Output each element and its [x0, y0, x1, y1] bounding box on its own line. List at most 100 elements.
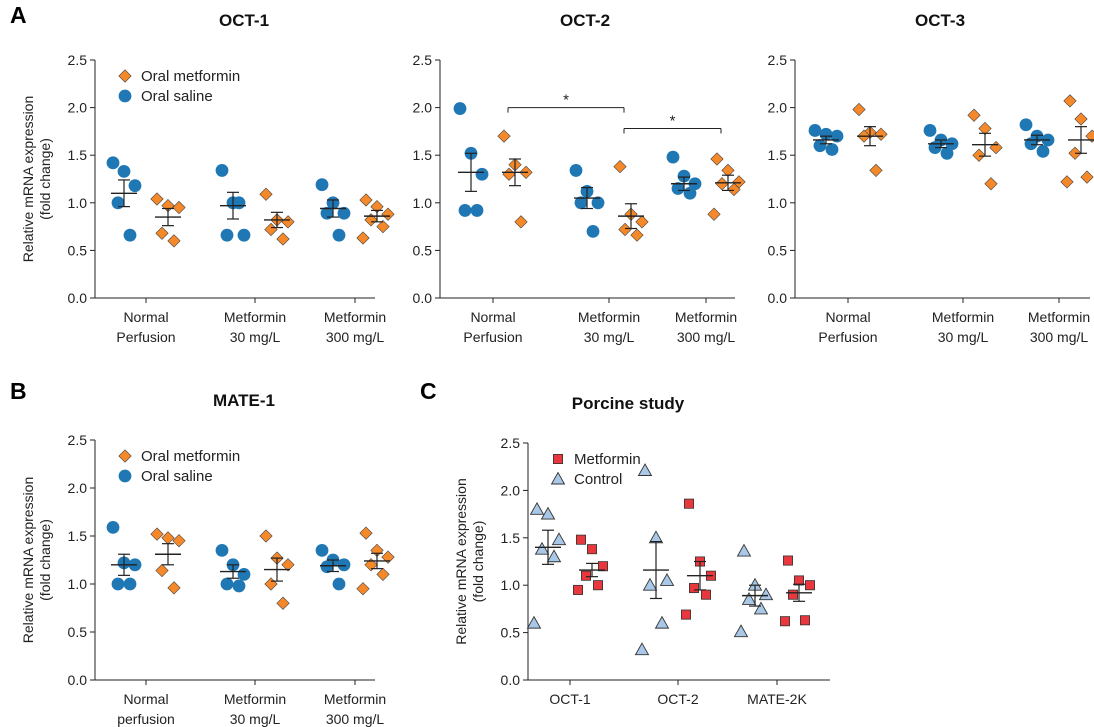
y-tick-label: 2.5	[768, 52, 788, 68]
y-tick-label: 1.0	[68, 195, 88, 211]
data-point-circle	[237, 568, 251, 581]
data-point-triangle	[659, 573, 675, 586]
y-tick-label: 1.5	[768, 147, 788, 163]
data-point-diamond	[497, 129, 511, 143]
data-point-circle	[574, 196, 588, 210]
data-point-circle	[666, 150, 680, 164]
data-point-circle	[315, 178, 329, 192]
y-tick-label: 0.5	[413, 242, 433, 258]
data-point-circle	[591, 196, 605, 210]
data-point-circle	[332, 577, 346, 591]
y-tick-label: 1.5	[501, 530, 521, 546]
data-point-square	[587, 544, 598, 555]
panel-letter-a: A	[10, 2, 27, 28]
data-point-circle	[1036, 144, 1050, 158]
x-tick-label: Metformin 300 mg/L	[324, 691, 386, 727]
data-point-circle	[458, 204, 472, 217]
data-point-circle	[337, 206, 351, 220]
data-point-circle	[475, 167, 489, 181]
data-point-diamond	[359, 193, 373, 207]
data-point-diamond	[710, 152, 724, 166]
data-point-circle	[123, 228, 137, 242]
data-point-circle	[106, 156, 120, 170]
data-point-circle	[123, 577, 137, 591]
data-point-triangle	[654, 615, 670, 629]
data-point-circle	[220, 228, 234, 242]
x-tick-label: OCT-2	[657, 691, 698, 707]
x-tick-label: Metformin 300 mg/L	[324, 309, 386, 345]
data-point-triangle	[529, 501, 545, 515]
data-point-square	[684, 498, 695, 509]
legend-label: Metformin	[574, 451, 641, 468]
data-point-circle	[923, 124, 937, 137]
data-point-circle	[683, 186, 697, 200]
data-point-diamond	[1060, 175, 1074, 189]
data-point-circle	[220, 577, 234, 591]
data-point-circle	[315, 544, 329, 557]
data-point-diamond	[381, 550, 395, 564]
data-point-diamond	[1085, 129, 1094, 143]
data-point-diamond	[161, 531, 175, 545]
data-point-diamond	[613, 159, 627, 174]
legend-marker	[118, 89, 132, 103]
data-point-diamond	[502, 167, 516, 181]
y-tick-label: 1.5	[68, 147, 88, 163]
legend-label: Control	[574, 471, 622, 488]
data-point-diamond	[635, 215, 649, 229]
data-point-diamond	[715, 177, 729, 191]
data-point-diamond	[989, 140, 1003, 155]
data-point-circle	[332, 228, 346, 242]
y-tick-label: 0.0	[413, 290, 433, 306]
data-point-square	[593, 580, 604, 591]
data-point-circle	[215, 164, 229, 177]
chart-mate-1: MATE-1 0.0 0.5 1.0 1.5 2.0 2.5 Relative mRNA ex…	[20, 391, 395, 727]
data-point-diamond	[259, 187, 273, 201]
significance-label: *	[670, 113, 676, 130]
y-tick-label: 2.0	[413, 100, 433, 116]
data-point-diamond	[276, 596, 290, 610]
y-tick-label: 1.0	[413, 195, 433, 211]
y-tick-label: 0.5	[768, 242, 788, 258]
data-point-diamond	[264, 222, 278, 237]
y-tick-label: 2.0	[68, 100, 88, 116]
y-tick-label: 2.0	[501, 482, 521, 498]
data-point-diamond	[281, 558, 295, 572]
legend-marker	[118, 69, 132, 83]
data-point-diamond	[155, 226, 169, 240]
x-tick-label: Normal Perfusion	[463, 309, 522, 345]
x-tick-label: MATE-2K	[747, 691, 807, 707]
data-point-diamond	[364, 213, 378, 227]
data-point-square	[800, 615, 811, 626]
data-point-circle	[215, 544, 229, 557]
data-point-diamond	[172, 200, 186, 215]
y-tick-label: 1.0	[768, 195, 788, 211]
legend-marker	[550, 471, 566, 485]
data-point-diamond	[359, 526, 373, 540]
data-point-triangle	[540, 506, 556, 520]
legend-label: Oral metformin	[141, 448, 240, 465]
data-point-square	[689, 583, 700, 594]
data-point-diamond	[376, 219, 390, 234]
data-point-square	[701, 589, 712, 600]
y-tick-label: 0.5	[501, 625, 521, 641]
data-point-triangle	[758, 587, 774, 601]
data-point-circle	[232, 579, 246, 593]
y-tick-label: 2.5	[413, 52, 433, 68]
data-point-diamond	[869, 163, 883, 178]
data-point-circle	[677, 169, 691, 183]
y-axis-label: Relative mRNA expression(fold change)	[20, 477, 53, 644]
data-point-diamond	[276, 232, 290, 246]
x-tick-label: Normal Perfusion	[818, 309, 877, 345]
data-point-triangle	[634, 642, 650, 656]
data-point-square	[581, 570, 592, 581]
data-point-square	[573, 584, 584, 595]
data-point-circle	[337, 558, 351, 572]
data-point-triangle	[551, 532, 567, 546]
data-point-diamond	[852, 102, 866, 117]
data-point-square	[788, 589, 799, 600]
chart-title: OCT-1	[219, 11, 269, 30]
data-point-square	[783, 555, 794, 566]
data-point-diamond	[984, 177, 998, 191]
y-tick-label: 2.5	[501, 435, 521, 451]
legend-marker	[553, 453, 564, 464]
